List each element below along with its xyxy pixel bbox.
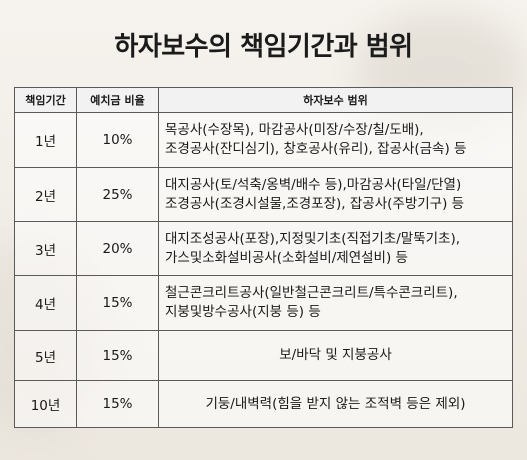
table-row: 2년 25% 대지공사(토/석축/옹벽/배수 등),마감공사(타일/단열) 조경… <box>14 167 513 222</box>
page-title: 하자보수의 책임기간과 범위 <box>114 32 413 62</box>
scope-cell: 대지조성공사(포장),지정및기초(직접기초/말뚝기초), 가스및소화설비공사(소… <box>158 221 513 276</box>
scope-cell: 대지공사(토/석축/옹벽/배수 등),마감공사(타일/단열) 조경공사(조경시설… <box>158 167 513 222</box>
scope-cell: 철근콘크리트공사(일반철근콘크리트/특수콘크리트), 지붕및방수공사(지붕 등)… <box>158 275 513 331</box>
ratio-cell: 20% <box>76 221 159 276</box>
scope-cell: 목공사(수장목), 마감공사(미장/수장/칠/도배), 조경공사(잔디심기), … <box>158 112 513 168</box>
ratio-cell: 15% <box>76 380 159 428</box>
scope-cell: 기둥/내벽력(힘을 받지 않는 조적벽 등은 제외) <box>158 380 513 428</box>
table-header-row: 책임기간 예치금 비율 하자보수 범위 <box>14 87 513 113</box>
table-row: 1년 10% 목공사(수장목), 마감공사(미장/수장/칠/도배), 조경공사(… <box>14 112 513 168</box>
header-scope: 하자보수 범위 <box>158 87 513 113</box>
table-row: 5년 15% 보/바닥 및 지붕공사 <box>14 330 513 381</box>
period-cell: 2년 <box>14 167 77 222</box>
table-row: 3년 20% 대지조성공사(포장),지정및기초(직접기초/말뚝기초), 가스및소… <box>14 221 513 276</box>
ratio-cell: 15% <box>76 330 159 381</box>
scope-line: 기둥/내벽력(힘을 받지 않는 조적벽 등은 제외) <box>205 395 466 412</box>
period-cell: 1년 <box>14 112 77 168</box>
table-row: 10년 15% 기둥/내벽력(힘을 받지 않는 조적벽 등은 제외) <box>14 380 513 428</box>
scope-line: 조경공사(조경시설물,조경포장), 잡공사(주방기구) 등 <box>165 195 465 212</box>
scope-line: 철근콘크리트공사(일반철근콘크리트/특수콘크리트), <box>165 285 458 301</box>
scope-line: 가스및소화설비공사(소화설비/제연설비) 등 <box>165 249 408 266</box>
period-cell: 5년 <box>14 330 77 381</box>
scope-line: 대지공사(토/석축/옹벽/배수 등),마감공사(타일/단열) <box>165 176 462 193</box>
period-cell: 4년 <box>14 275 77 331</box>
table-row: 4년 15% 철근콘크리트공사(일반철근콘크리트/특수콘크리트), 지붕및방수공… <box>14 275 513 331</box>
scope-line: 보/바닥 및 지붕공사 <box>279 347 392 363</box>
ratio-cell: 15% <box>76 275 159 331</box>
scope-line: 조경공사(잔디심기), 창호공사(유리), 잡공사(금속) 등 <box>165 141 467 157</box>
scope-line: 목공사(수장목), 마감공사(미장/수장/칠/도배), <box>165 122 424 138</box>
header-ratio: 예치금 비율 <box>76 87 159 113</box>
scope-line: 지붕및방수공사(지붕 등) 등 <box>165 304 321 320</box>
scope-cell: 보/바닥 및 지붕공사 <box>158 330 513 381</box>
period-cell: 3년 <box>14 221 77 276</box>
header-period: 책임기간 <box>14 87 77 113</box>
ratio-cell: 25% <box>76 167 159 222</box>
ratio-cell: 10% <box>76 112 159 168</box>
scope-line: 대지조성공사(포장),지정및기초(직접기초/말뚝기초), <box>165 230 461 247</box>
warranty-table: 책임기간 예치금 비율 하자보수 범위 1년 10% 목공사(수장목), 마감공… <box>14 87 513 428</box>
period-cell: 10년 <box>14 380 77 428</box>
